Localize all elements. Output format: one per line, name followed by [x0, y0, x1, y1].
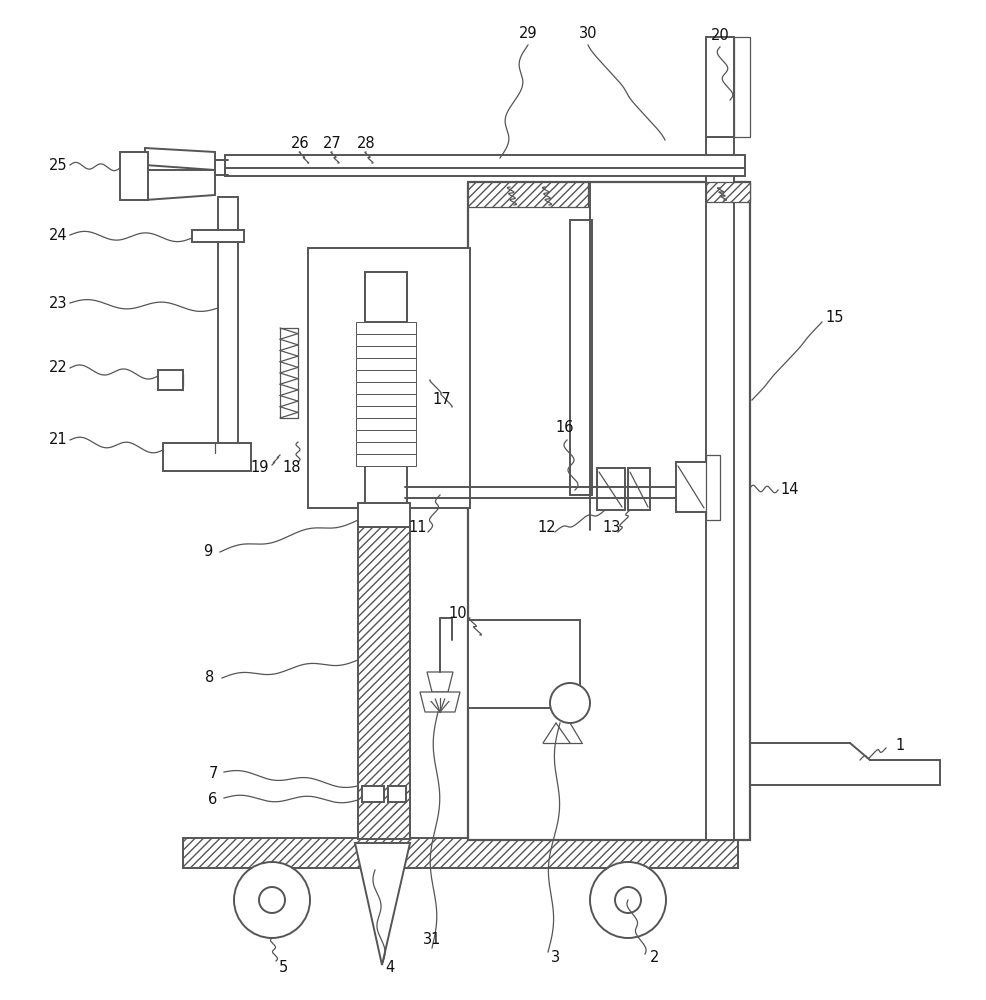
Bar — [706, 137, 734, 840]
Text: 23: 23 — [48, 296, 67, 310]
Bar — [706, 37, 734, 137]
Circle shape — [550, 683, 590, 723]
Text: 27: 27 — [322, 135, 341, 150]
Text: 9: 9 — [203, 544, 213, 560]
Polygon shape — [427, 672, 453, 692]
Bar — [356, 430, 416, 442]
Bar — [597, 468, 625, 510]
Polygon shape — [145, 148, 215, 170]
Bar — [356, 346, 416, 358]
Bar — [628, 468, 650, 510]
Bar — [158, 370, 183, 390]
Text: 4: 4 — [386, 960, 394, 974]
Bar — [365, 272, 407, 537]
Bar — [218, 197, 238, 467]
Text: 10: 10 — [449, 605, 467, 620]
Text: 8: 8 — [205, 670, 215, 686]
Bar — [356, 370, 416, 382]
Bar — [356, 382, 416, 394]
Bar — [163, 443, 251, 471]
Text: 22: 22 — [48, 360, 67, 375]
Bar — [356, 418, 416, 430]
Bar — [358, 503, 410, 527]
Bar — [356, 406, 416, 418]
Bar — [362, 786, 384, 802]
Bar — [356, 334, 416, 346]
Bar — [706, 182, 750, 202]
Text: 2: 2 — [651, 950, 660, 966]
Bar — [358, 527, 410, 839]
Text: 15: 15 — [825, 310, 844, 326]
Text: 16: 16 — [556, 420, 574, 436]
Text: 1: 1 — [895, 738, 904, 752]
Text: 7: 7 — [208, 766, 218, 780]
Bar — [356, 358, 416, 370]
Text: 28: 28 — [357, 135, 376, 150]
Text: 24: 24 — [48, 228, 67, 242]
Bar — [676, 462, 708, 512]
Polygon shape — [355, 843, 410, 965]
Polygon shape — [145, 170, 215, 200]
Bar — [468, 182, 750, 840]
Bar — [570, 220, 592, 495]
Text: 5: 5 — [278, 960, 288, 974]
Text: 17: 17 — [433, 392, 452, 408]
Polygon shape — [120, 152, 148, 200]
Circle shape — [234, 862, 310, 938]
Bar — [356, 454, 416, 466]
Text: 13: 13 — [602, 520, 621, 534]
Bar — [468, 620, 580, 708]
Bar — [183, 838, 738, 868]
Bar — [356, 394, 416, 406]
Text: 26: 26 — [291, 135, 310, 150]
Text: 20: 20 — [711, 27, 730, 42]
Bar — [356, 322, 416, 334]
Text: 19: 19 — [250, 460, 269, 475]
Text: 11: 11 — [409, 520, 427, 534]
Bar — [388, 786, 406, 802]
Bar — [225, 155, 745, 169]
Text: 3: 3 — [550, 950, 560, 966]
Bar — [365, 272, 407, 322]
Text: 18: 18 — [283, 460, 302, 475]
Bar — [356, 442, 416, 454]
Bar — [706, 455, 720, 520]
Bar — [468, 182, 588, 207]
Bar — [192, 230, 244, 242]
Text: 12: 12 — [537, 520, 556, 534]
Text: 6: 6 — [208, 792, 218, 808]
Bar — [225, 168, 745, 176]
Bar — [734, 37, 750, 137]
Text: 25: 25 — [48, 157, 67, 172]
Circle shape — [590, 862, 666, 938]
Circle shape — [259, 887, 285, 913]
Text: 29: 29 — [519, 25, 537, 40]
Bar — [308, 248, 470, 508]
Polygon shape — [420, 692, 460, 712]
Text: 14: 14 — [781, 483, 800, 497]
Circle shape — [615, 887, 641, 913]
Text: 31: 31 — [423, 932, 441, 948]
Text: 21: 21 — [48, 432, 67, 448]
Text: 30: 30 — [579, 25, 598, 40]
